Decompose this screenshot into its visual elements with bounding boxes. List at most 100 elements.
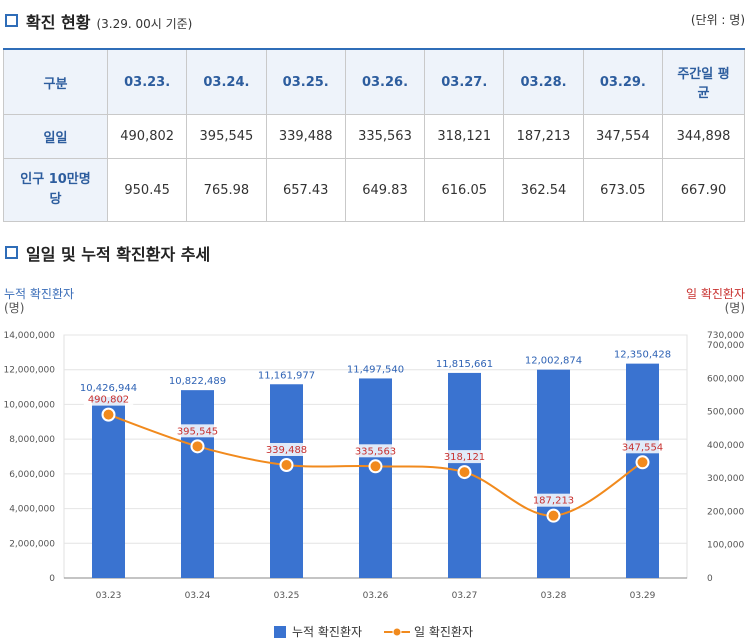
- bar: [92, 397, 125, 578]
- left-axis-tick-label: 10,000,000: [3, 400, 55, 410]
- bar-data-label: 10,822,489: [169, 376, 226, 387]
- table-cell: 490,802: [106, 114, 188, 159]
- section-heading-trend: 일일 및 누적 확진환자 추세: [5, 241, 210, 265]
- right-axis-tick-label: 200,000: [707, 507, 744, 517]
- table-header: 03.27.: [424, 48, 505, 115]
- left-axis-tick-label: 6,000,000: [9, 470, 55, 480]
- x-axis-tick-label: 03.28: [541, 591, 567, 601]
- section-bullet-icon: [5, 14, 18, 27]
- line-label-backdrop: [350, 444, 401, 458]
- section-title: 확진 현황: [26, 13, 91, 32]
- table-header: 03.24.: [186, 48, 267, 115]
- bar-data-label: 12,002,874: [525, 356, 582, 367]
- bar-data-label: 12,350,428: [614, 350, 671, 361]
- left-axis-label: 누적 확진환자: [4, 287, 75, 301]
- line-data-label: 339,488: [266, 445, 307, 456]
- table-cell: 347,554: [582, 114, 664, 159]
- bar: [181, 390, 214, 578]
- table-header: 03.26.: [344, 48, 426, 115]
- line-data-label: 347,554: [622, 442, 663, 453]
- line-data-label: 187,213: [533, 496, 574, 507]
- table-cell: 344,898: [662, 114, 745, 159]
- right-axis-tick-label: 600,000: [707, 374, 744, 384]
- x-axis-tick-label: 03.24: [185, 591, 211, 601]
- left-axis-tick-label: 12,000,000: [3, 366, 55, 376]
- table-cell: 673.05: [582, 158, 664, 222]
- right-axis-tick-label: 730,000: [707, 331, 744, 341]
- table-cell: 765.98: [186, 158, 267, 222]
- line-point: [546, 508, 561, 523]
- bar: [359, 378, 392, 578]
- line-data-label: 318,121: [444, 452, 485, 463]
- line-data-label: 395,545: [177, 426, 218, 437]
- line-point: [190, 439, 205, 454]
- table-cell: 657.43: [265, 158, 346, 222]
- right-axis-tick-label: 500,000: [707, 408, 744, 418]
- table-cell: 616.05: [424, 158, 505, 222]
- table-cell: 335,563: [344, 114, 426, 159]
- line-label-backdrop: [528, 493, 579, 507]
- left-axis-tick-label: 8,000,000: [9, 435, 55, 445]
- bar-data-label: 11,815,661: [436, 359, 493, 370]
- left-axis-tick-label: 0: [49, 574, 55, 584]
- left-axis-tick-label: 14,000,000: [3, 331, 55, 341]
- legend-bar-swatch: [274, 626, 286, 638]
- unit-label: (단위 : 명): [690, 13, 745, 27]
- legend-line-marker: [392, 627, 402, 637]
- bar: [270, 384, 303, 578]
- bar-data-label: 11,497,540: [347, 364, 404, 375]
- line-data-label: 335,563: [355, 446, 396, 457]
- table-header: 구분: [3, 48, 108, 115]
- line-point: [368, 459, 383, 474]
- legend-bar-label: 누적 확진환자: [292, 625, 362, 639]
- section-subtitle: (3.29. 00시 기준): [96, 17, 193, 31]
- table-cell: 649.83: [344, 158, 426, 222]
- x-axis-tick-label: 03.29: [630, 591, 656, 601]
- table-header: 03.23.: [106, 48, 188, 115]
- right-axis-tick-label: 300,000: [707, 474, 744, 484]
- x-axis-tick-label: 03.27: [452, 591, 478, 601]
- bar-data-label: 11,161,977: [258, 370, 315, 381]
- right-axis-tick-label: 0: [707, 574, 713, 584]
- left-axis-title: 누적 확진환자 (명): [4, 287, 74, 315]
- line-label-backdrop: [439, 450, 490, 464]
- table-cell: 667.90: [662, 158, 745, 222]
- bar: [537, 369, 570, 578]
- table-header: 03.28.: [503, 48, 584, 115]
- line-label-backdrop: [617, 440, 668, 454]
- section-title: 일일 및 누적 확진환자 추세: [26, 245, 211, 264]
- right-axis-tick-label: 100,000: [707, 541, 744, 551]
- row-label: 인구 10만명당: [3, 158, 108, 222]
- bar-data-label: 10,426,944: [80, 383, 137, 394]
- line-label-backdrop: [83, 392, 134, 406]
- x-axis-tick-label: 03.25: [274, 591, 300, 601]
- x-axis-tick-label: 03.26: [363, 591, 389, 601]
- table-header: 03.29.: [582, 48, 664, 115]
- right-axis-title: 일 확진환자 (명): [686, 287, 745, 315]
- line-label-backdrop: [172, 424, 223, 438]
- line-data-label: 490,802: [88, 395, 129, 406]
- table-header-row: 구분 03.23. 03.24. 03.25. 03.26. 03.27. 03…: [3, 48, 745, 115]
- line-point: [457, 465, 472, 480]
- row-label: 일일: [3, 114, 108, 159]
- line-point: [101, 407, 116, 422]
- line-point: [279, 457, 294, 472]
- section-bullet-icon: [5, 246, 18, 259]
- left-axis-tick-label: 4,000,000: [9, 505, 55, 515]
- right-axis-tick-label: 700,000: [707, 341, 744, 351]
- left-axis-tick-label: 2,000,000: [9, 539, 55, 549]
- legend-line-label: 일 확진환자: [414, 625, 473, 639]
- table-cell: 950.45: [106, 158, 188, 222]
- right-axis-tick-label: 400,000: [707, 441, 744, 451]
- right-axis-label: 일 확진환자: [685, 287, 745, 301]
- right-axis-unit: (명): [724, 301, 745, 315]
- table-row: 일일 490,802 395,545 339,488 335,563 318,1…: [3, 114, 745, 159]
- line-label-backdrop: [261, 442, 312, 456]
- x-axis-tick-label: 03.23: [96, 591, 122, 601]
- status-table: 구분 03.23. 03.24. 03.25. 03.26. 03.27. 03…: [3, 48, 745, 222]
- section-heading-status: 확진 현황 (3.29. 00시 기준): [5, 9, 192, 33]
- table-row: 인구 10만명당 950.45 765.98 657.43 649.83 616…: [3, 158, 745, 222]
- table-cell: 339,488: [265, 114, 346, 159]
- table-cell: 395,545: [186, 114, 267, 159]
